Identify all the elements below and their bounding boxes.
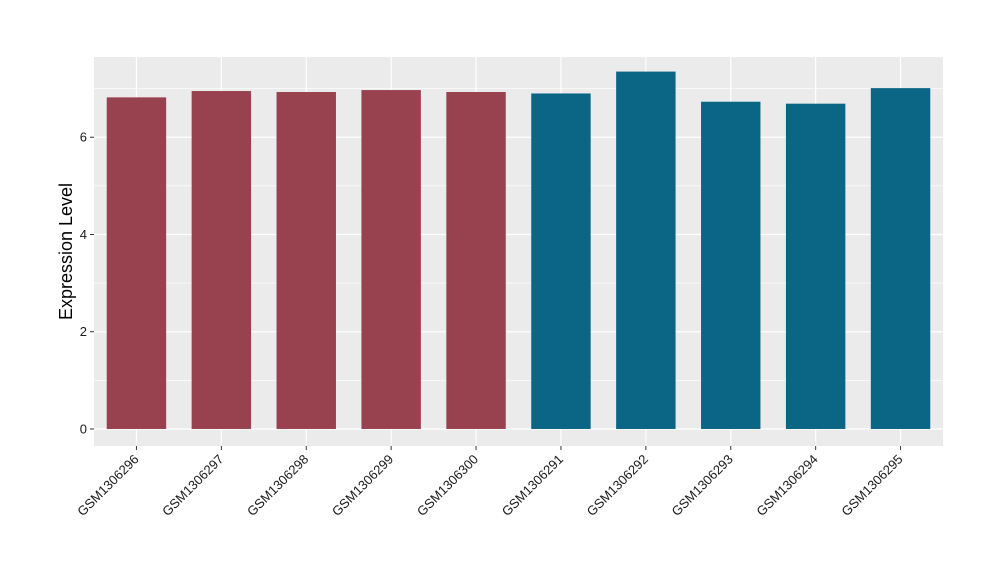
bar-gsm1306300 xyxy=(446,92,506,429)
x-tick-label: GSM1306294 xyxy=(753,452,820,519)
x-tick-label: GSM1306300 xyxy=(414,452,481,519)
x-tick-label: GSM1306298 xyxy=(244,452,311,519)
x-tick-label: GSM1306291 xyxy=(499,452,566,519)
x-tick-label: GSM1306296 xyxy=(74,452,141,519)
y-tick-label: 2 xyxy=(80,324,87,339)
bar-gsm1306295 xyxy=(870,88,931,429)
bar-gsm1306294 xyxy=(785,103,846,429)
x-tick-label: GSM1306299 xyxy=(329,452,396,519)
bar-gsm1306297 xyxy=(191,91,252,429)
bar-gsm1306298 xyxy=(276,92,336,429)
bar-gsm1306292 xyxy=(616,71,676,429)
y-tick-label: 6 xyxy=(80,130,87,145)
x-tick-label: GSM1306292 xyxy=(584,452,651,519)
bar-gsm1306296 xyxy=(106,97,167,429)
y-tick-label: 0 xyxy=(80,421,87,436)
bar-gsm1306291 xyxy=(531,93,591,429)
y-tick-label: 4 xyxy=(80,227,87,242)
bar-gsm1306299 xyxy=(361,90,421,429)
y-axis-title: Expression Level xyxy=(56,183,76,320)
x-tick-label: GSM1306297 xyxy=(159,452,226,519)
bar-gsm1306293 xyxy=(701,101,761,429)
bars xyxy=(106,71,931,429)
x-tick-label: GSM1306295 xyxy=(838,452,905,519)
x-tick-label: GSM1306293 xyxy=(669,452,736,519)
